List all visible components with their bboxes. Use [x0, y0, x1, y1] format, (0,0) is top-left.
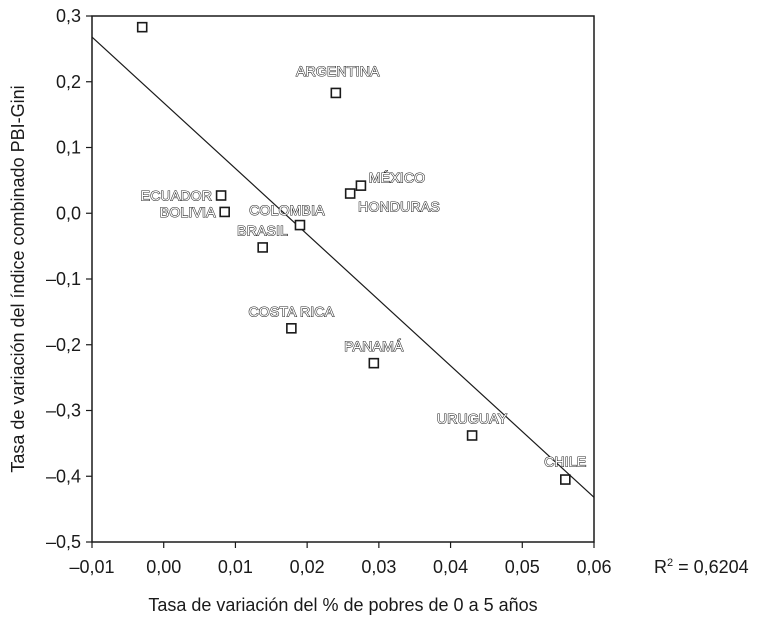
point-label: CHILE — [544, 454, 586, 470]
r-squared-value: 0,6204 — [694, 557, 749, 577]
y-tick-label: 0,2 — [56, 72, 81, 92]
x-axis-ticks: –0,01 0,00 0,01 0,02 0,03 0,04 0,05 0,06 — [69, 542, 611, 577]
point-label: COSTA RICA — [248, 303, 334, 319]
data-point — [220, 207, 229, 216]
point-label: URUGUAY — [437, 410, 508, 426]
data-point — [258, 243, 267, 252]
y-tick-label: 0,1 — [56, 138, 81, 158]
data-point — [468, 431, 477, 440]
x-axis-title: Tasa de variación del % de pobres de 0 a… — [148, 595, 537, 615]
x-tick-label: 0,03 — [361, 557, 396, 577]
trendline-group — [92, 37, 594, 497]
point-label: BOLIVIA — [160, 204, 216, 220]
x-tick-label: 0,02 — [290, 557, 325, 577]
data-point — [346, 189, 355, 198]
data-point — [217, 191, 226, 200]
y-tick-label: –0,5 — [46, 532, 81, 552]
y-tick-label: –0,3 — [46, 401, 81, 421]
data-point — [287, 324, 296, 333]
point-label: MÉXICO — [369, 170, 425, 186]
point-label: COLOMBIA — [249, 202, 325, 218]
y-tick-label: 0,3 — [56, 6, 81, 26]
x-tick-label: –0,01 — [69, 557, 114, 577]
data-point — [138, 23, 147, 32]
x-tick-label: 0,00 — [146, 557, 181, 577]
data-point — [295, 221, 304, 230]
regression-line — [92, 37, 594, 497]
r-squared-annotation: R2 = 0,6204 — [654, 557, 749, 577]
point-label: BRASIL — [237, 222, 288, 238]
point-label: ARGENTINA — [296, 63, 380, 79]
data-point — [331, 88, 340, 97]
y-axis-ticks: 0,3 0,2 0,1 0,0 –0,1 –0,2 –0,3 –0,4 –0,5 — [46, 6, 92, 552]
x-tick-label: 0,01 — [218, 557, 253, 577]
x-tick-label: 0,04 — [433, 557, 468, 577]
y-tick-label: –0,2 — [46, 335, 81, 355]
data-point — [561, 475, 570, 484]
plot-frame — [92, 16, 594, 542]
y-axis-title: Tasa de variación del índice combinado P… — [8, 85, 28, 472]
y-tick-label: –0,4 — [46, 466, 81, 486]
y-tick-label: –0,1 — [46, 269, 81, 289]
point-label: PANAMÁ — [344, 338, 404, 354]
point-label: HONDURAS — [358, 199, 440, 215]
data-point — [356, 181, 365, 190]
x-tick-label: 0,05 — [505, 557, 540, 577]
data-point — [369, 359, 378, 368]
x-tick-label: 0,06 — [576, 557, 611, 577]
y-tick-label: 0,0 — [56, 203, 81, 223]
point-label: ECUADOR — [141, 187, 212, 203]
